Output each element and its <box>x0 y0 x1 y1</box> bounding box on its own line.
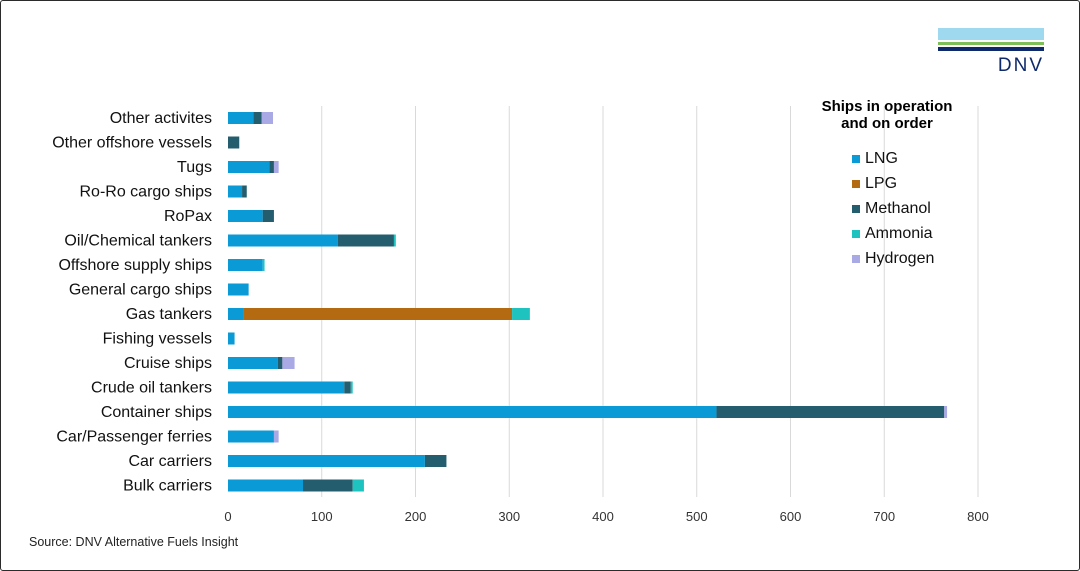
legend-title: Ships in operation and on order <box>812 98 962 132</box>
bar-general-cargo-ships-lng <box>228 283 249 296</box>
bar-crude-oil-tankers-methanol <box>344 381 351 394</box>
bar-bulk-carriers-methanol <box>303 479 353 492</box>
logo-band-light-blue <box>938 28 1044 40</box>
category-label: General cargo ships <box>69 282 212 299</box>
bar-bulk-carriers-lng <box>228 479 303 492</box>
bar-cruise-ships-methanol <box>277 357 283 369</box>
legend-label: LPG <box>865 174 898 192</box>
bar-other-activites-lng <box>228 112 254 124</box>
bar-car-passenger-ferries-hydrogen <box>273 430 279 443</box>
category-label: Gas tankers <box>126 306 212 323</box>
legend-item-lpg: LPG <box>852 171 962 196</box>
x-tick-label: 400 <box>592 509 614 524</box>
category-label: RoPax <box>164 208 212 225</box>
category-label: Container ships <box>101 404 212 421</box>
legend-swatch <box>852 154 860 163</box>
bar-crude-oil-tankers-lng <box>228 381 345 394</box>
bar-offshore-supply-ships-lng <box>228 259 263 271</box>
legend-title-line-1: Ships in operation <box>821 98 953 115</box>
bar-container-ships-lng <box>228 406 717 418</box>
bar-oil-chemical-tankers-ammonia <box>393 234 396 247</box>
source-note: Source: DNV Alternative Fuels Insight <box>29 535 239 549</box>
dnv-logo: DNV <box>938 28 1044 76</box>
bar-other-activites-methanol <box>253 112 262 124</box>
bar-car-carriers-lng <box>228 455 425 467</box>
category-label: Car/Passenger ferries <box>56 429 212 446</box>
bar-ro-ro-cargo-ships-methanol <box>242 185 247 198</box>
legend-swatch <box>852 204 860 213</box>
category-label: Bulk carriers <box>123 478 212 495</box>
x-tick-label: 800 <box>967 509 989 524</box>
bar-gas-tankers-lng <box>228 308 244 320</box>
category-label: Ro-Ro cargo ships <box>80 184 213 201</box>
legend-swatch <box>852 229 860 238</box>
legend-item-methanol: Methanol <box>852 196 962 221</box>
category-label: Other activites <box>110 110 212 127</box>
logo-band-green <box>938 42 1044 45</box>
x-tick-label: 300 <box>498 509 520 524</box>
legend: Ships in operation and on order LNG LPG Me… <box>812 98 962 271</box>
bar-container-ships-methanol <box>716 406 945 418</box>
bar-oil-chemical-tankers-lng <box>228 234 338 247</box>
category-label: Car carriers <box>128 453 212 470</box>
bar-cruise-ships-hydrogen <box>282 357 295 369</box>
bar-cruise-ships-lng <box>228 357 278 369</box>
x-tick-label: 100 <box>311 509 333 524</box>
legend-item-hydrogen: Hydrogen <box>852 246 962 271</box>
category-label: Oil/Chemical tankers <box>64 233 212 250</box>
bar-car-passenger-ferries-lng <box>228 430 274 443</box>
bar-container-ships-hydrogen <box>944 406 948 418</box>
legend-title-line-2: and on order <box>841 115 933 132</box>
bar-offshore-supply-ships-ammonia <box>262 259 265 271</box>
legend-item-ammonia: Ammonia <box>852 221 962 246</box>
category-label: Crude oil tankers <box>91 380 212 397</box>
bar-gas-tankers-ammonia <box>512 308 530 320</box>
bar-oil-chemical-tankers-methanol <box>337 234 394 247</box>
bar-ropax-lng <box>228 210 263 222</box>
category-label: Offshore supply ships <box>58 257 212 274</box>
x-tick-label: 200 <box>405 509 427 524</box>
legend-swatch <box>852 179 860 188</box>
category-label: Other offshore vessels <box>52 135 212 152</box>
bar-fishing-vessels-lng <box>228 332 235 345</box>
legend-swatch <box>852 254 860 263</box>
legend-label: LNG <box>865 149 898 167</box>
legend-label: Ammonia <box>865 224 933 242</box>
category-label: Tugs <box>177 159 212 176</box>
bar-other-activites-hydrogen <box>261 112 273 124</box>
bar-tugs-lng <box>228 161 270 173</box>
bar-crude-oil-tankers-ammonia <box>350 381 353 394</box>
bar-other-offshore-vessels-methanol <box>228 136 240 149</box>
x-tick-label: 500 <box>686 509 708 524</box>
legend-label: Hydrogen <box>865 249 935 267</box>
bar-ro-ro-cargo-ships-lng <box>228 185 243 198</box>
x-tick-label: 700 <box>873 509 895 524</box>
bar-tugs-hydrogen <box>273 161 279 173</box>
x-tick-label: 0 <box>224 509 231 524</box>
category-label: Fishing vessels <box>103 331 212 348</box>
logo-band-dark-blue <box>938 47 1044 51</box>
category-label: Cruise ships <box>124 355 212 372</box>
bar-bulk-carriers-ammonia <box>352 479 364 492</box>
legend-label: Methanol <box>865 199 931 217</box>
logo-text: DNV <box>997 55 1044 76</box>
bar-gas-tankers-lpg <box>243 308 513 320</box>
bar-ropax-methanol <box>262 210 274 222</box>
bar-car-carriers-methanol <box>424 455 447 467</box>
legend-items: LNG LPG Methanol Ammonia Hydrogen <box>852 146 962 271</box>
x-tick-label: 600 <box>780 509 802 524</box>
bar-tugs-methanol <box>269 161 274 173</box>
legend-item-lng: LNG <box>852 146 962 171</box>
